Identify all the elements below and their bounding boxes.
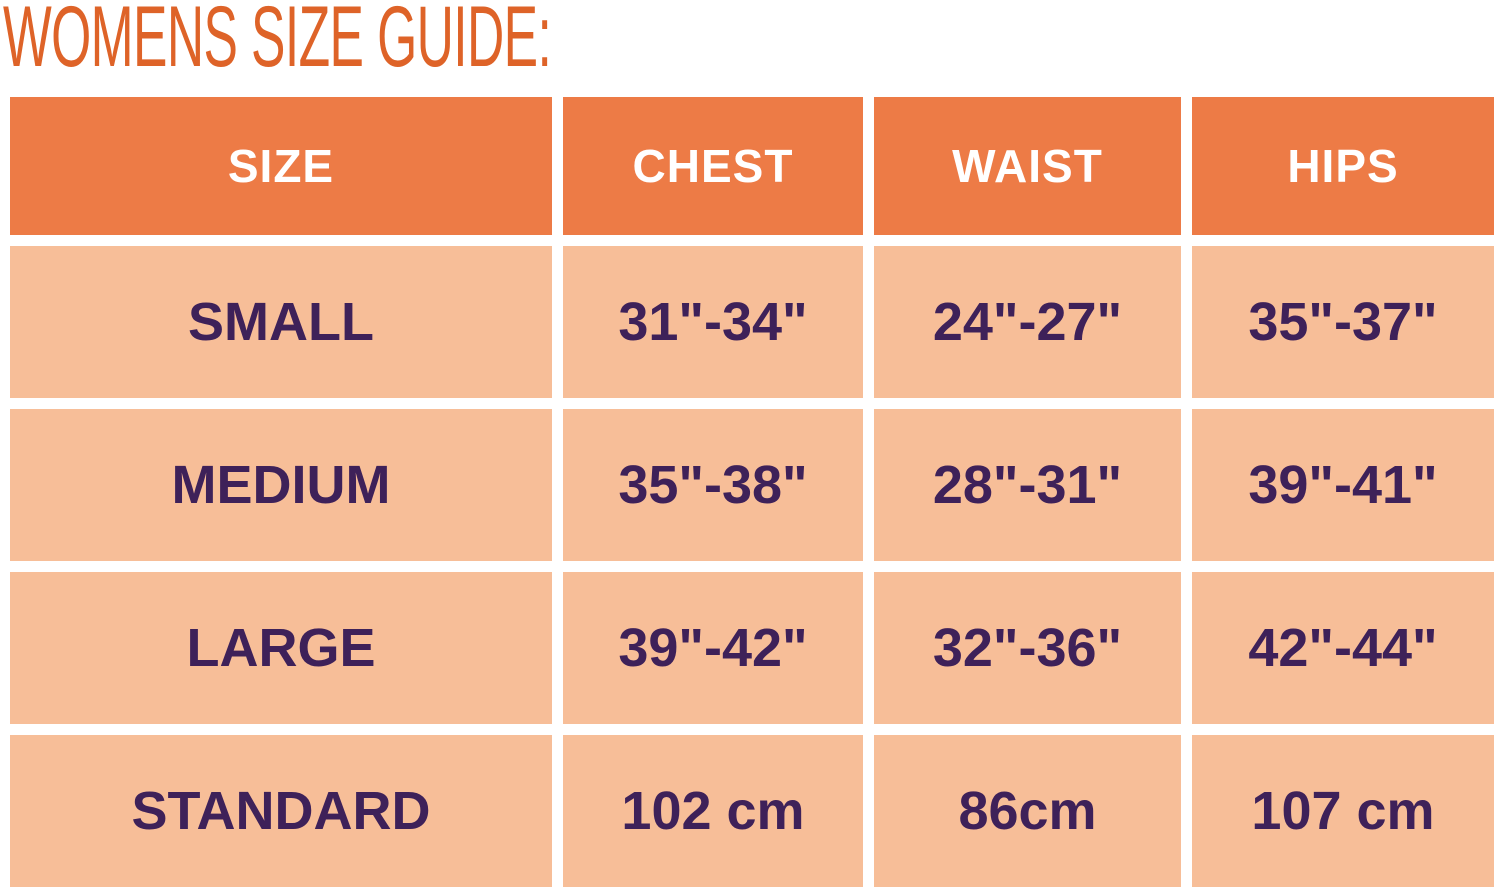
cell-standard-chest: 102 cm: [563, 735, 863, 887]
page-title: WOMENS SIZE GUIDE:: [3, 0, 552, 85]
cell-medium-chest: 35"-38": [563, 409, 863, 561]
cell-small-waist: 24"-27": [874, 246, 1181, 398]
column-header-waist: WAIST: [874, 97, 1181, 235]
cell-small-size: SMALL: [10, 246, 552, 398]
cell-large-chest: 39"-42": [563, 572, 863, 724]
cell-small-chest: 31"-34": [563, 246, 863, 398]
cell-medium-waist: 28"-31": [874, 409, 1181, 561]
cell-large-hips: 42"-44": [1192, 572, 1494, 724]
column-header-chest: CHEST: [563, 97, 863, 235]
cell-medium-hips: 39"-41": [1192, 409, 1494, 561]
size-guide-table: SIZE CHEST WAIST HIPS SMALL 31"-34" 24"-…: [10, 97, 1494, 887]
cell-medium-size: MEDIUM: [10, 409, 552, 561]
cell-small-hips: 35"-37": [1192, 246, 1494, 398]
column-header-size: SIZE: [10, 97, 552, 235]
cell-standard-waist: 86cm: [874, 735, 1181, 887]
cell-standard-hips: 107 cm: [1192, 735, 1494, 887]
cell-large-size: LARGE: [10, 572, 552, 724]
column-header-hips: HIPS: [1192, 97, 1494, 235]
cell-large-waist: 32"-36": [874, 572, 1181, 724]
cell-standard-size: STANDARD: [10, 735, 552, 887]
